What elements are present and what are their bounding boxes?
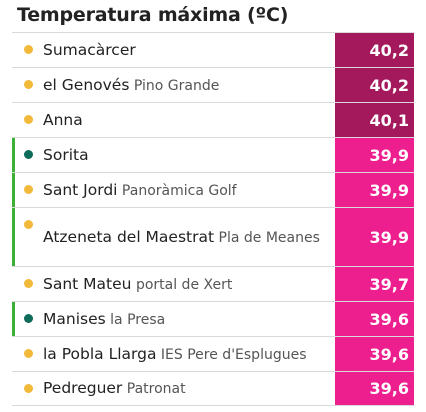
station-subname: IES Pere d'Esplugues	[160, 346, 307, 363]
station-dot-icon	[24, 115, 33, 124]
station-label: Manises la Presa	[43, 308, 165, 331]
station-subname: Patronat	[126, 381, 186, 397]
station-label: Sorita	[43, 144, 89, 167]
station-name: Anna	[43, 110, 83, 129]
station-label: Sumacàrcer	[43, 39, 136, 62]
station-cell: el Genovés Pino Grande	[12, 68, 335, 102]
table-title: Temperatura máxima (ºC)	[17, 4, 289, 26]
station-cell: Manises la Presa	[12, 302, 335, 336]
station-dot-icon	[24, 45, 33, 54]
station-label: Atzeneta del Maestrat Pla de Meanes	[20, 226, 320, 249]
table-row: Sant Jordi Panoràmica Golf 39,9	[12, 172, 414, 207]
station-cell: Sorita	[12, 138, 335, 172]
table-row: Sumacàrcer 40,2	[12, 32, 414, 67]
station-dot-icon	[24, 349, 33, 358]
table-row: el Genovés Pino Grande 40,2	[12, 67, 414, 102]
station-dot-icon	[24, 80, 33, 89]
station-name: Manises	[43, 309, 106, 328]
station-cell: Pedreguer Patronat	[12, 372, 335, 405]
station-dot-icon	[24, 150, 33, 159]
station-dot-icon	[24, 185, 33, 194]
station-name: Sant Jordi	[43, 180, 118, 199]
table-row: Sorita 39,9	[12, 137, 414, 172]
station-cell: la Pobla Llarga IES Pere d'Esplugues	[12, 337, 335, 371]
station-name: Pedreguer	[43, 379, 123, 397]
station-dot-icon	[24, 279, 33, 288]
station-label: Sant Mateu portal de Xert	[43, 273, 232, 296]
temperature-value: 40,2	[335, 33, 414, 67]
temperature-value: 39,6	[335, 372, 414, 405]
temperature-value: 39,6	[335, 337, 414, 371]
station-dot-icon	[24, 314, 33, 323]
table-row: Anna 40,1	[12, 102, 414, 137]
station-name: Sumacàrcer	[43, 40, 136, 59]
station-label: Sant Jordi Panoràmica Golf	[43, 179, 237, 202]
station-label: la Pobla Llarga IES Pere d'Esplugues	[43, 343, 307, 366]
temperature-value: 40,2	[335, 68, 414, 102]
temperature-value: 39,7	[335, 267, 414, 301]
station-cell: Atzeneta del Maestrat Pla de Meanes	[12, 208, 335, 266]
temperature-value: 39,9	[335, 208, 414, 266]
temperature-table: Sumacàrcer 40,2 el Genovés Pino Grande 40,2…	[12, 32, 414, 406]
temperature-value: 40,1	[335, 103, 414, 137]
station-cell: Sant Jordi Panoràmica Golf	[12, 173, 335, 207]
station-name: Sant Mateu	[43, 274, 132, 293]
station-name: el Genovés	[43, 75, 130, 94]
station-subname: la Presa	[110, 311, 166, 328]
station-cell: Sant Mateu portal de Xert	[12, 267, 335, 301]
table-row: Pedreguer Patronat 39,6	[12, 371, 414, 406]
station-name: Atzeneta del Maestrat	[43, 227, 215, 246]
station-subname: Pla de Meanes	[218, 229, 320, 246]
station-label: el Genovés Pino Grande	[43, 74, 219, 97]
station-subname: Pino Grande	[133, 77, 220, 94]
table-row: Manises la Presa 39,6	[12, 301, 414, 336]
table-row: Atzeneta del Maestrat Pla de Meanes 39,9	[12, 207, 414, 266]
temperature-value: 39,9	[335, 173, 414, 207]
station-subname: Panoràmica Golf	[121, 182, 237, 199]
temperature-value: 39,6	[335, 302, 414, 336]
station-label: Pedreguer Patronat	[43, 377, 186, 400]
table-row: la Pobla Llarga IES Pere d'Esplugues 39,6	[12, 336, 414, 371]
station-subname: portal de Xert	[135, 276, 233, 293]
station-cell: Sumacàrcer	[12, 33, 335, 67]
station-dot-icon	[24, 220, 33, 229]
station-name: la Pobla Llarga	[43, 344, 157, 363]
table-row: Sant Mateu portal de Xert 39,7	[12, 266, 414, 301]
temperature-value: 39,9	[335, 138, 414, 172]
station-dot-icon	[24, 383, 33, 393]
station-name: Sorita	[43, 145, 89, 164]
station-label: Anna	[43, 109, 83, 132]
station-cell: Anna	[12, 103, 335, 137]
